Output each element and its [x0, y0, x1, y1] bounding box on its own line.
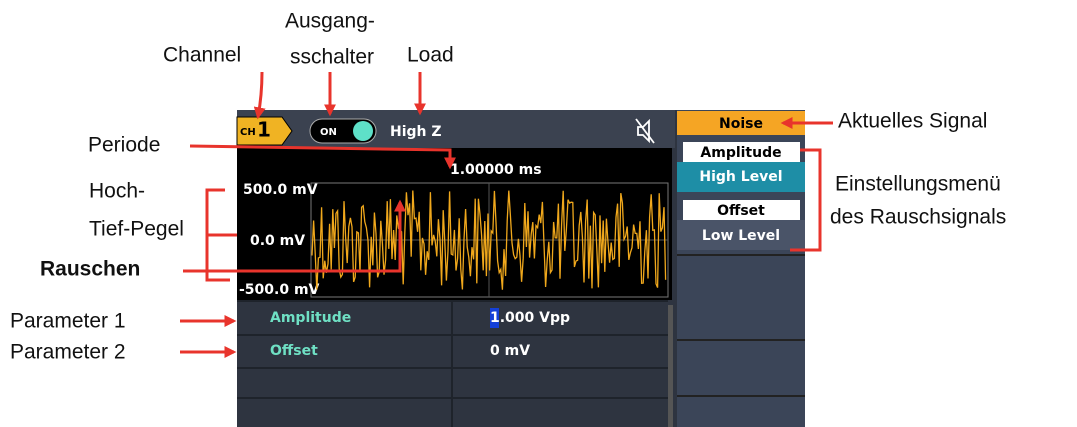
load-value: High Z	[390, 124, 442, 140]
param-value: 1.000 Vpp	[490, 310, 570, 326]
status-bar	[237, 110, 675, 148]
param-value: 0 mV	[490, 343, 530, 359]
menu-item[interactable]: Low Level	[702, 228, 780, 244]
bracket	[790, 148, 822, 252]
scrollbar	[668, 305, 673, 427]
annotation: Load	[407, 44, 454, 67]
menu-title: Noise	[719, 116, 763, 132]
y-label: 500.0 mV	[243, 182, 318, 198]
annotation: Periode	[88, 134, 160, 157]
table-grid	[237, 300, 668, 427]
channel-number: 1	[257, 118, 271, 142]
channel-label: CH	[240, 127, 256, 138]
annotation: Einstellungsmenü	[835, 173, 1001, 196]
annotation: Channel	[163, 44, 241, 67]
menu-item[interactable]: High Level	[699, 169, 782, 185]
menu-item-label-bg	[683, 142, 800, 162]
annotation: des Rauschsignals	[830, 206, 1006, 229]
annotation: sschalter	[290, 46, 374, 69]
menu-item-bg[interactable]	[677, 220, 805, 250]
noise-waveform	[311, 190, 667, 290]
cursor	[490, 308, 499, 328]
channel-tag	[236, 116, 293, 146]
arrows	[180, 71, 833, 358]
y-label: 0.0 mV	[250, 233, 305, 249]
period-value: 1.00000 ms	[450, 162, 542, 178]
annotation: Parameter 2	[10, 341, 126, 364]
menu-item-label-bg	[683, 200, 800, 220]
mute-icon	[635, 118, 655, 144]
annotation: Hoch-	[89, 180, 145, 203]
annotation: Rauschen	[40, 258, 140, 281]
y-label: -500.0 mV	[239, 282, 320, 298]
param-name: Offset	[270, 343, 318, 359]
param-name: Amplitude	[270, 310, 351, 326]
bracket	[205, 188, 237, 282]
toggle-knob	[353, 121, 373, 141]
output-state: ON	[320, 127, 337, 138]
annotation: Parameter 1	[10, 310, 126, 333]
menu-separators	[677, 254, 805, 397]
menu-item-active-bg[interactable]	[677, 162, 805, 192]
annotation: Tief-Pegel	[89, 218, 184, 241]
menu-item: Offset	[717, 203, 765, 219]
annotation: Ausgang-	[285, 10, 375, 33]
annotation: Aktuelles Signal	[838, 110, 987, 133]
menu-item: Amplitude	[700, 145, 781, 161]
